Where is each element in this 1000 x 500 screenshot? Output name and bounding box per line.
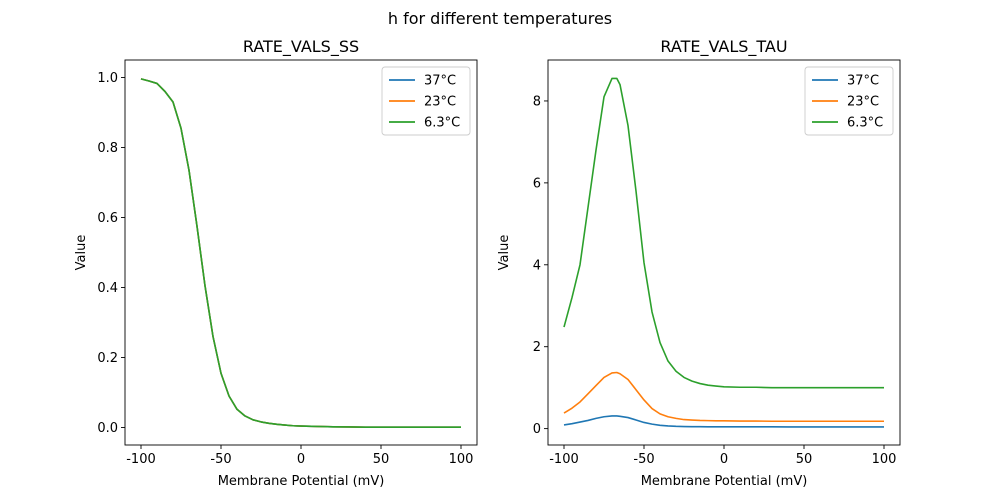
legend-label: 37°C — [847, 74, 879, 89]
y-tick-label: 1.0 — [97, 71, 118, 86]
legend-label: 6.3°C — [424, 116, 460, 131]
y-axis-label: Value — [497, 235, 512, 271]
x-tick-label: 100 — [449, 452, 474, 467]
legend: 37°C 23°C 6.3°C — [804, 66, 894, 136]
legend-box — [381, 66, 471, 136]
y-tick-label: 2 — [533, 340, 541, 355]
series-line — [563, 371, 884, 423]
series-line — [140, 78, 461, 428]
legend-label: 37°C — [424, 74, 456, 89]
figure-suptitle: h for different temperatures — [388, 9, 612, 28]
y-tick-label: 0.8 — [97, 141, 118, 156]
plot-title: RATE_VALS_TAU — [660, 37, 787, 57]
x-tick-label: 0 — [720, 452, 728, 467]
x-axis-label: Membrane Potential (mV) — [218, 474, 385, 489]
x-tick-label: -50 — [210, 452, 231, 467]
x-tick-label: 100 — [872, 452, 897, 467]
x-tick-label: 50 — [373, 452, 390, 467]
y-axis-label: Value — [74, 235, 89, 271]
y-tick-label: 0 — [533, 422, 541, 437]
series-line — [563, 415, 884, 428]
x-tick-label: 50 — [796, 452, 813, 467]
legend-label: 23°C — [424, 95, 456, 110]
plot-title: RATE_VALS_SS — [243, 37, 359, 57]
y-tick-label: 8 — [533, 94, 541, 109]
subplot-rate-vals-ss: RATE_VALS_SS -100 -50 0 50 100 0.0 0.2 0.4 0.6 0.8… — [74, 37, 478, 489]
x-axis-label: Membrane Potential (mV) — [641, 474, 808, 489]
x-tick-label: -50 — [633, 452, 654, 467]
legend: 37°C 23°C 6.3°C — [381, 66, 471, 136]
y-tick-label: 4 — [533, 258, 541, 273]
y-tick-label: 0.0 — [97, 421, 118, 436]
y-tick-label: 0.6 — [97, 211, 118, 226]
subplot-rate-vals-tau: RATE_VALS_TAU -100 -50 0 50 100 0 2 4 6 8 Membrane … — [497, 37, 901, 489]
x-tick-label: 0 — [297, 452, 305, 467]
y-tick-label: 0.4 — [97, 281, 118, 296]
y-tick-label: 6 — [533, 176, 541, 191]
x-tick-label: -100 — [549, 452, 579, 467]
x-tick-label: -100 — [126, 452, 156, 467]
legend-box — [804, 66, 894, 136]
y-tick-label: 0.2 — [97, 351, 118, 366]
legend-label: 6.3°C — [847, 116, 883, 131]
series-line — [563, 77, 884, 389]
legend-label: 23°C — [847, 95, 879, 110]
